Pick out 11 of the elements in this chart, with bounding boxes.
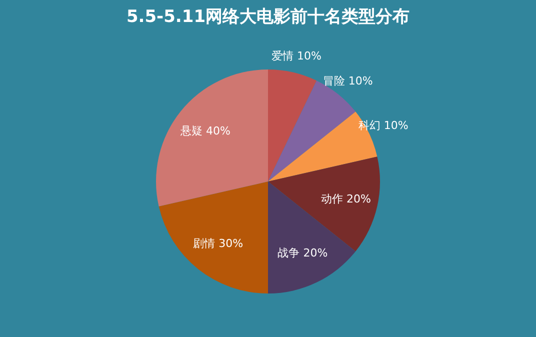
slice-label: 动作 20%: [321, 192, 371, 206]
pie-slice: [268, 112, 378, 182]
chart-title: 5.5-5.11网络大电影前十名类型分布: [126, 7, 410, 27]
pie-slice: [156, 70, 268, 206]
slice-label: 剧情 30%: [193, 237, 244, 250]
slice-label: 悬疑 40%: [179, 124, 230, 138]
slice-label: 冒险 10%: [322, 74, 373, 88]
pie-slice: [268, 70, 317, 182]
slice-label: 爱情 10%: [272, 50, 322, 63]
pie-slice: [158, 182, 268, 294]
slice-label: 战争 20%: [278, 246, 328, 260]
